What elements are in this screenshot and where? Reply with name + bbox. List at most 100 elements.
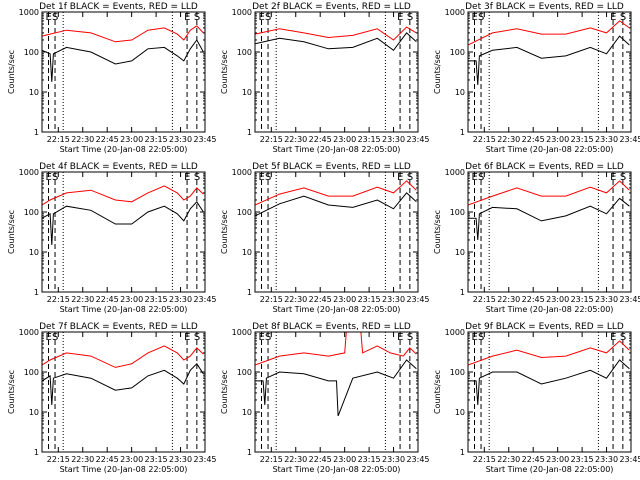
x-tick-label: 22:45 bbox=[96, 455, 119, 464]
x-axis-label: Start Time (20-Jan-08 22:05:00) bbox=[486, 305, 614, 314]
marker-label: E bbox=[184, 12, 190, 23]
y-tick-label: 1 bbox=[460, 128, 465, 137]
x-tick-label: 23:00 bbox=[120, 135, 143, 144]
plot-frame bbox=[41, 171, 206, 293]
x-tick-label: 23:30 bbox=[382, 295, 405, 304]
events-series-line bbox=[42, 363, 204, 406]
y-tick-label: 10 bbox=[242, 248, 252, 257]
x-tick-label: 22:45 bbox=[522, 135, 545, 144]
marker-label: S bbox=[194, 332, 200, 343]
x-tick-label: 23:45 bbox=[193, 295, 216, 304]
y-tick-label: 1 bbox=[34, 448, 39, 457]
lld-series-line bbox=[42, 345, 204, 368]
x-tick-label: 22:30 bbox=[497, 455, 520, 464]
x-tick-label: 23:00 bbox=[546, 455, 569, 464]
chart-title: Det 3f BLACK = Events, RED = LLD bbox=[465, 2, 624, 12]
plot-frame bbox=[467, 11, 632, 133]
marker-label: S bbox=[265, 332, 271, 343]
marker-label: E bbox=[472, 332, 478, 343]
x-tick-label: 22:15 bbox=[473, 295, 496, 304]
x-tick-label: 23:15 bbox=[571, 455, 594, 464]
x-axis-label: Start Time (20-Jan-08 22:05:00) bbox=[60, 465, 188, 474]
x-tick-label: 23:00 bbox=[333, 295, 356, 304]
marker-label: S bbox=[407, 12, 413, 23]
x-tick-label: 23:00 bbox=[333, 455, 356, 464]
marker-label: S bbox=[620, 12, 626, 23]
y-axis-label: Counts/sec bbox=[7, 370, 16, 414]
x-tick-label: 22:45 bbox=[309, 135, 332, 144]
y-axis-label: Counts/sec bbox=[433, 50, 442, 94]
marker-label: E bbox=[46, 12, 52, 23]
x-axis-label: Start Time (20-Jan-08 22:05:00) bbox=[273, 465, 401, 474]
lld-series-line bbox=[42, 25, 204, 43]
events-series-line bbox=[42, 39, 204, 82]
marker-label: E bbox=[397, 332, 403, 343]
x-tick-label: 23:45 bbox=[406, 295, 429, 304]
y-tick-label: 10 bbox=[29, 88, 39, 97]
marker-label: S bbox=[265, 12, 271, 23]
marker-label: S bbox=[478, 172, 484, 183]
marker-label: S bbox=[478, 332, 484, 343]
y-tick-label: 100 bbox=[24, 48, 39, 57]
y-axis-label: Counts/sec bbox=[220, 370, 229, 414]
x-tick-label: 23:15 bbox=[358, 455, 381, 464]
marker-label: S bbox=[194, 12, 200, 23]
lld-series-line bbox=[468, 20, 630, 46]
chart-title: Det 8f BLACK = Events, RED = LLD bbox=[252, 322, 411, 332]
x-tick-label: 22:15 bbox=[260, 455, 283, 464]
y-tick-label: 100 bbox=[450, 208, 465, 217]
plot-frame bbox=[467, 171, 632, 293]
marker-label: S bbox=[52, 332, 58, 343]
x-tick-label: 22:45 bbox=[309, 295, 332, 304]
x-tick-label: 23:15 bbox=[571, 135, 594, 144]
marker-label: E bbox=[472, 12, 478, 23]
x-tick-label: 23:00 bbox=[120, 455, 143, 464]
y-tick-label: 1000 bbox=[232, 168, 252, 177]
marker-label: S bbox=[407, 172, 413, 183]
plot-frame bbox=[254, 331, 419, 453]
x-tick-label: 23:30 bbox=[382, 135, 405, 144]
y-tick-label: 10 bbox=[29, 408, 39, 417]
x-tick-label: 22:45 bbox=[522, 295, 545, 304]
x-tick-label: 23:45 bbox=[619, 455, 640, 464]
x-axis-label: Start Time (20-Jan-08 22:05:00) bbox=[273, 145, 401, 154]
x-tick-label: 23:00 bbox=[546, 295, 569, 304]
y-tick-label: 1 bbox=[460, 448, 465, 457]
chart-title: Det 9f BLACK = Events, RED = LLD bbox=[465, 322, 624, 332]
lld-series-line bbox=[468, 340, 630, 366]
chart-title: Det 2f BLACK = Events, RED = LLD bbox=[252, 2, 411, 12]
y-tick-label: 10 bbox=[455, 88, 465, 97]
y-axis-label: Counts/sec bbox=[220, 210, 229, 254]
plot-frame bbox=[467, 331, 632, 453]
x-tick-label: 23:30 bbox=[169, 295, 192, 304]
y-tick-label: 10 bbox=[242, 408, 252, 417]
y-tick-label: 1000 bbox=[445, 328, 465, 337]
events-series-line bbox=[468, 359, 630, 406]
y-tick-label: 1 bbox=[460, 288, 465, 297]
marker-label: E bbox=[610, 332, 616, 343]
y-tick-label: 100 bbox=[450, 368, 465, 377]
y-tick-label: 10 bbox=[455, 408, 465, 417]
marker-label: E bbox=[259, 332, 265, 343]
marker-label: E bbox=[610, 12, 616, 23]
y-tick-label: 100 bbox=[237, 208, 252, 217]
x-tick-label: 23:15 bbox=[145, 295, 168, 304]
y-tick-label: 1 bbox=[34, 128, 39, 137]
x-tick-label: 23:15 bbox=[145, 135, 168, 144]
y-axis-label: Counts/sec bbox=[433, 210, 442, 254]
y-tick-label: 100 bbox=[24, 208, 39, 217]
plot-frame bbox=[254, 171, 419, 293]
x-tick-label: 23:30 bbox=[595, 135, 618, 144]
x-tick-label: 22:45 bbox=[522, 455, 545, 464]
y-tick-label: 1 bbox=[34, 288, 39, 297]
x-tick-label: 23:45 bbox=[619, 295, 640, 304]
marker-label: S bbox=[52, 172, 58, 183]
chart-title: Det 7f BLACK = Events, RED = LLD bbox=[39, 322, 198, 332]
marker-label: E bbox=[259, 12, 265, 23]
y-tick-label: 1 bbox=[247, 288, 252, 297]
